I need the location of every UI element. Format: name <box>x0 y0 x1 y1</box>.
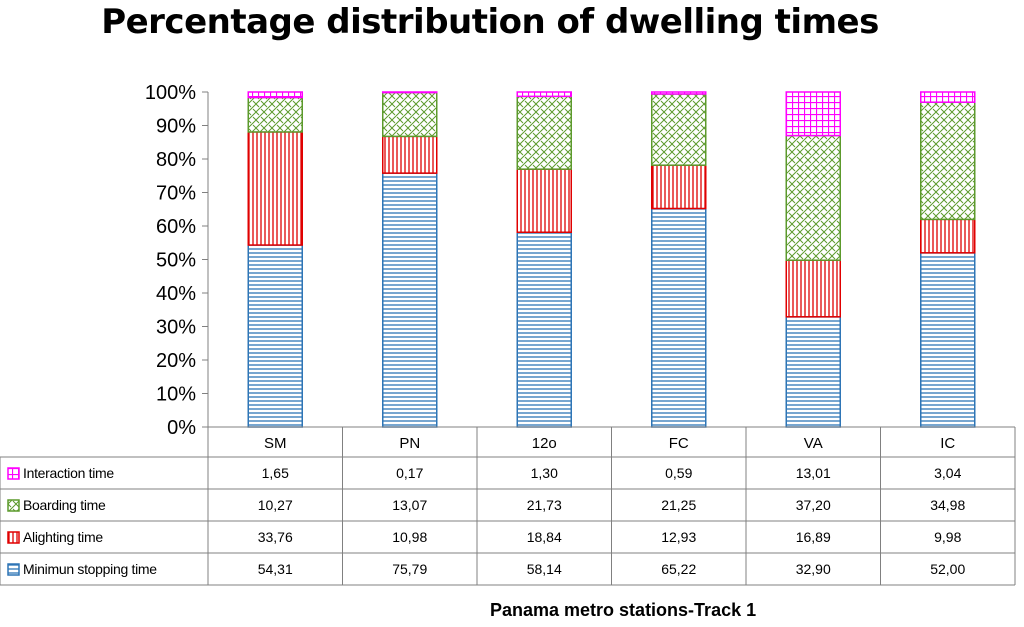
bar-segment-interaction-time <box>382 91 438 94</box>
y-tick-label: 90% <box>156 116 196 138</box>
data-label: 12,93 <box>661 529 696 545</box>
bar-segment-minimun-stopping-time <box>516 231 572 428</box>
legend-key <box>7 499 20 512</box>
data-label: 16,89 <box>796 529 831 545</box>
bar-segment-alighting-time <box>785 259 841 318</box>
y-tick-label: 70% <box>156 183 196 205</box>
data-label: 9,98 <box>934 529 961 545</box>
bar-segment-alighting-time <box>247 131 303 246</box>
data-label: 34,98 <box>930 497 965 513</box>
data-table: SM PN 12o FC VA IC Interaction time 1,65 0,17 1,3… <box>0 426 1016 586</box>
data-label: 13,01 <box>796 465 831 481</box>
x-category-label: 12o <box>532 435 557 452</box>
bar-segment-interaction-time <box>516 91 572 98</box>
x-category-label: PN <box>399 435 420 452</box>
y-tick-label: 80% <box>156 149 196 171</box>
x-category-label: VA <box>804 435 823 452</box>
x-category-label: SM <box>264 435 287 452</box>
y-tick-label: 40% <box>156 283 196 305</box>
data-label: 54,31 <box>258 561 293 577</box>
bar-segment-minimun-stopping-time <box>785 316 841 428</box>
legend-key <box>7 563 20 576</box>
x-category-label: IC <box>940 435 955 452</box>
bar-segment-boarding-time <box>516 95 572 170</box>
bar-segment-minimun-stopping-time <box>651 207 707 428</box>
bar-segment-boarding-time <box>382 91 438 138</box>
bar-segment-boarding-time <box>920 101 976 221</box>
data-label: 21,25 <box>661 497 696 513</box>
x-axis-title: Panama metro stations-Track 1 <box>490 600 757 620</box>
bar-segment-minimun-stopping-time <box>920 252 976 428</box>
bar-segment-alighting-time <box>920 218 976 254</box>
bar-segment-boarding-time <box>651 93 707 166</box>
y-tick-label: 50% <box>156 250 196 272</box>
data-label: 10,98 <box>392 529 427 545</box>
bar-segment-boarding-time <box>247 96 303 133</box>
data-label: 33,76 <box>258 529 293 545</box>
bar-segment-alighting-time <box>382 135 438 174</box>
data-label: 3,04 <box>934 465 961 481</box>
y-tick-label: 0% <box>167 417 196 439</box>
y-tick-label: 10% <box>156 384 196 406</box>
bar-segment-interaction-time <box>651 91 707 95</box>
data-label: 37,20 <box>796 497 831 513</box>
y-tick-label: 30% <box>156 317 196 339</box>
data-label: 13,07 <box>392 497 427 513</box>
bar-segment-boarding-time <box>785 134 841 261</box>
legend-label: Minimun stopping time <box>23 561 157 577</box>
data-label: 10,27 <box>258 497 293 513</box>
bar-segment-interaction-time <box>920 91 976 103</box>
data-label: 1,65 <box>262 465 289 481</box>
chart-title: Percentage distribution of dwelling time… <box>101 2 879 42</box>
legend-key <box>7 531 20 544</box>
data-label: 75,79 <box>392 561 427 577</box>
bars <box>247 91 976 428</box>
bar-segment-alighting-time <box>516 168 572 234</box>
bar-segment-minimun-stopping-time <box>247 244 303 428</box>
data-label: 58,14 <box>527 561 562 577</box>
legend-label: Alighting time <box>23 529 103 545</box>
y-tick-label: 100% <box>145 82 196 104</box>
y-axis: 0% 10% 20% 30% 40% 50% 60% 70% 80% 90% 100% <box>145 82 209 439</box>
data-label: 0,59 <box>665 465 692 481</box>
bar-segment-interaction-time <box>247 91 303 99</box>
legend-label: Boarding time <box>23 497 106 513</box>
data-label: 21,73 <box>527 497 562 513</box>
bar-segment-minimun-stopping-time <box>382 172 438 428</box>
legend-key <box>7 467 20 480</box>
data-label: 1,30 <box>531 465 558 481</box>
x-category-label: FC <box>669 435 689 452</box>
data-label: 0,17 <box>396 465 423 481</box>
data-label: 65,22 <box>661 561 696 577</box>
bar-segment-interaction-time <box>785 91 841 137</box>
y-tick-label: 20% <box>156 350 196 372</box>
y-tick-label: 60% <box>156 216 196 238</box>
data-label: 32,90 <box>796 561 831 577</box>
legend-label: Interaction time <box>23 465 114 481</box>
data-label: 52,00 <box>930 561 965 577</box>
data-label: 18,84 <box>527 529 562 545</box>
bar-segment-alighting-time <box>651 164 707 210</box>
